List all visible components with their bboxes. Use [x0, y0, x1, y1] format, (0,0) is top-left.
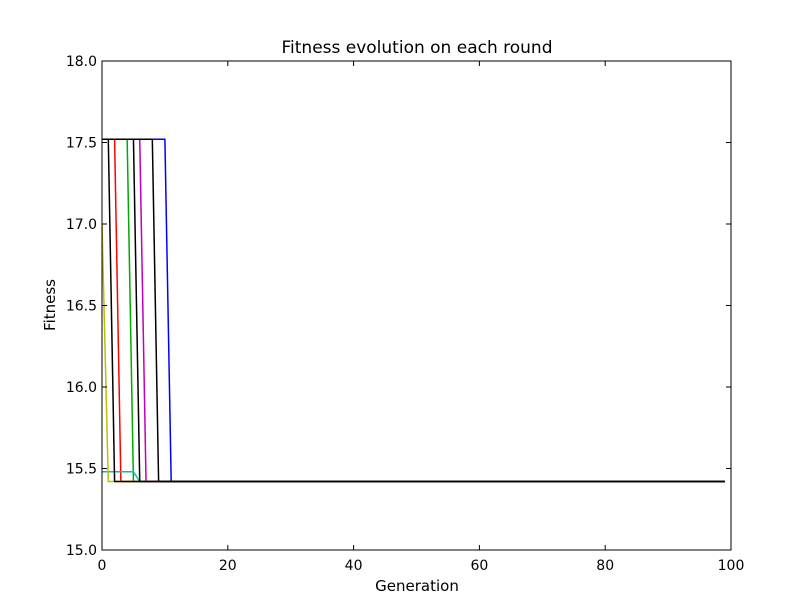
series-line-4: [102, 138, 725, 483]
x-tick-label: 20: [219, 558, 237, 574]
series-line-1: [102, 138, 725, 483]
x-tick-label: 80: [596, 558, 614, 574]
x-tick-label: 60: [470, 558, 488, 574]
x-tick-label: 100: [718, 558, 745, 574]
x-axis-title: Generation: [375, 577, 459, 595]
series-line-6: [102, 138, 725, 483]
series-line-2: [102, 138, 725, 483]
x-tick-label: 0: [98, 558, 107, 574]
series-line-7: [102, 138, 725, 483]
y-tick-label: 16.0: [66, 380, 97, 396]
y-axis-title: Fitness: [41, 279, 59, 331]
series-line-3: [102, 471, 725, 483]
y-tick-label: 17.5: [66, 136, 97, 152]
y-tick-label: 16.5: [66, 299, 97, 315]
plot-frame: [101, 60, 732, 551]
y-tick-label: 15.5: [66, 462, 97, 478]
chart-title: Fitness evolution on each round: [281, 38, 552, 58]
x-tick-label: 40: [345, 558, 363, 574]
y-tick-label: 17.0: [66, 217, 97, 233]
series-line-0: [102, 138, 725, 483]
series-line-5: [102, 223, 725, 483]
y-tick-label: 15.0: [66, 543, 97, 559]
y-tick-label: 18.0: [66, 54, 97, 70]
series-line-8: [102, 138, 725, 483]
